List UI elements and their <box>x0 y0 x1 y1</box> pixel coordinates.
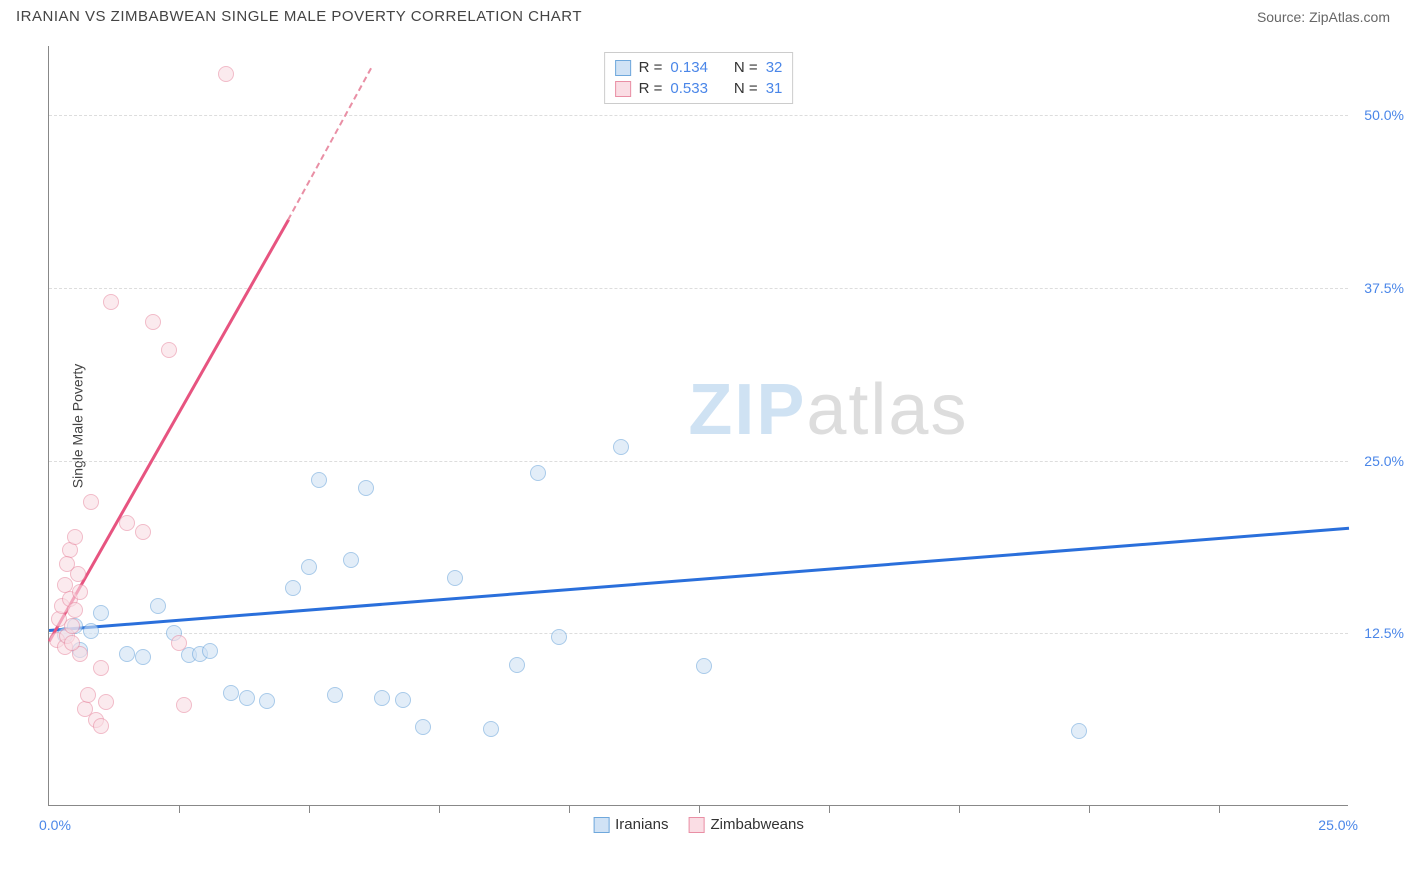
data-point <box>696 658 712 674</box>
data-point <box>483 721 499 737</box>
data-point <box>358 480 374 496</box>
legend-correlation: R = 0.134 N = 32 R = 0.533 N = 31 <box>604 52 794 104</box>
legend-label: Zimbabweans <box>710 816 803 833</box>
x-tick <box>1219 805 1220 813</box>
y-tick-label: 25.0% <box>1364 453 1404 469</box>
data-point <box>327 687 343 703</box>
data-point <box>176 697 192 713</box>
legend-swatch <box>615 60 631 76</box>
data-point <box>93 718 109 734</box>
data-point <box>259 693 275 709</box>
x-tick <box>829 805 830 813</box>
data-point <box>374 690 390 706</box>
r-label: R = <box>639 59 663 76</box>
data-point <box>202 643 218 659</box>
r-value: 0.533 <box>670 80 708 97</box>
data-point <box>103 294 119 310</box>
data-point <box>135 524 151 540</box>
y-axis-title: Single Male Poverty <box>69 363 85 488</box>
legend-label: Iranians <box>615 816 668 833</box>
data-point <box>311 472 327 488</box>
data-point <box>415 719 431 735</box>
data-point <box>119 515 135 531</box>
n-value: 32 <box>766 59 783 76</box>
data-point <box>613 439 629 455</box>
x-tick <box>959 805 960 813</box>
data-point <box>98 694 114 710</box>
y-tick-label: 12.5% <box>1364 625 1404 641</box>
data-point <box>83 623 99 639</box>
trend-line-extrapolated <box>287 67 372 220</box>
data-point <box>93 605 109 621</box>
x-tick <box>1089 805 1090 813</box>
grid-line <box>49 461 1348 462</box>
legend-row: R = 0.533 N = 31 <box>615 78 783 99</box>
n-label: N = <box>734 59 758 76</box>
data-point <box>285 580 301 596</box>
data-point <box>223 685 239 701</box>
chart-title: IRANIAN VS ZIMBABWEAN SINGLE MALE POVERT… <box>16 8 582 25</box>
data-point <box>150 598 166 614</box>
data-point <box>395 692 411 708</box>
data-point <box>447 570 463 586</box>
header-bar: IRANIAN VS ZIMBABWEAN SINGLE MALE POVERT… <box>0 0 1406 29</box>
legend-swatch <box>615 81 631 97</box>
legend-item: Zimbabweans <box>688 816 803 833</box>
data-point <box>80 687 96 703</box>
data-point <box>343 552 359 568</box>
r-label: R = <box>639 80 663 97</box>
data-point <box>551 629 567 645</box>
data-point <box>64 635 80 651</box>
data-point <box>530 465 546 481</box>
data-point <box>301 559 317 575</box>
data-point <box>93 660 109 676</box>
x-tick <box>439 805 440 813</box>
data-point <box>218 66 234 82</box>
watermark-atlas: atlas <box>806 370 968 450</box>
data-point <box>239 690 255 706</box>
grid-line <box>49 633 1348 634</box>
chart-plot-area: Single Male Poverty ZIPatlas R = 0.134 N =… <box>48 46 1348 806</box>
legend-swatch <box>688 817 704 833</box>
x-axis-max-label: 25.0% <box>1318 817 1358 833</box>
y-tick-label: 50.0% <box>1364 107 1404 123</box>
legend-item: Iranians <box>593 816 668 833</box>
n-label: N = <box>734 80 758 97</box>
y-tick-label: 37.5% <box>1364 280 1404 296</box>
watermark-zip: ZIP <box>688 370 806 450</box>
r-value: 0.134 <box>670 59 708 76</box>
x-tick <box>309 805 310 813</box>
data-point <box>145 314 161 330</box>
legend-row: R = 0.134 N = 32 <box>615 57 783 78</box>
data-point <box>67 529 83 545</box>
data-point <box>171 635 187 651</box>
legend-swatch <box>593 817 609 833</box>
data-point <box>67 602 83 618</box>
legend-series: Iranians Zimbabweans <box>593 816 804 833</box>
watermark: ZIPatlas <box>688 369 968 451</box>
data-point <box>72 584 88 600</box>
data-point <box>59 556 75 572</box>
trend-line <box>49 527 1349 632</box>
x-tick <box>569 805 570 813</box>
data-point <box>83 494 99 510</box>
x-axis-min-label: 0.0% <box>39 817 71 833</box>
source-label: Source: ZipAtlas.com <box>1257 9 1390 25</box>
grid-line <box>49 115 1348 116</box>
data-point <box>64 618 80 634</box>
x-tick <box>699 805 700 813</box>
data-point <box>161 342 177 358</box>
n-value: 31 <box>766 80 783 97</box>
grid-line <box>49 288 1348 289</box>
data-point <box>135 649 151 665</box>
data-point <box>1071 723 1087 739</box>
data-point <box>119 646 135 662</box>
data-point <box>509 657 525 673</box>
x-tick <box>179 805 180 813</box>
